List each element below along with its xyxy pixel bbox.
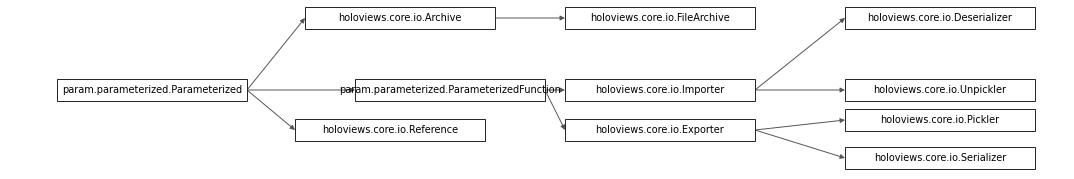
- Text: holoviews.core.io.Archive: holoviews.core.io.Archive: [338, 13, 462, 23]
- Text: holoviews.core.io.Pickler: holoviews.core.io.Pickler: [881, 115, 1000, 125]
- Text: holoviews.core.io.Serializer: holoviews.core.io.Serializer: [874, 153, 1006, 163]
- FancyBboxPatch shape: [565, 79, 755, 101]
- FancyBboxPatch shape: [355, 79, 545, 101]
- FancyBboxPatch shape: [845, 109, 1035, 131]
- Text: holoviews.core.io.Reference: holoviews.core.io.Reference: [322, 125, 459, 135]
- FancyBboxPatch shape: [57, 79, 247, 101]
- Text: param.parameterized.ParameterizedFunction: param.parameterized.ParameterizedFunctio…: [339, 85, 561, 95]
- FancyBboxPatch shape: [295, 119, 485, 141]
- FancyBboxPatch shape: [845, 147, 1035, 169]
- Text: holoviews.core.io.Exporter: holoviews.core.io.Exporter: [596, 125, 724, 135]
- FancyBboxPatch shape: [565, 7, 755, 29]
- FancyBboxPatch shape: [845, 7, 1035, 29]
- Text: holoviews.core.io.FileArchive: holoviews.core.io.FileArchive: [590, 13, 730, 23]
- Text: holoviews.core.io.Importer: holoviews.core.io.Importer: [595, 85, 725, 95]
- FancyBboxPatch shape: [565, 119, 755, 141]
- Text: holoviews.core.io.Unpickler: holoviews.core.io.Unpickler: [873, 85, 1006, 95]
- FancyBboxPatch shape: [305, 7, 495, 29]
- FancyBboxPatch shape: [845, 79, 1035, 101]
- Text: param.parameterized.Parameterized: param.parameterized.Parameterized: [62, 85, 242, 95]
- Text: holoviews.core.io.Deserializer: holoviews.core.io.Deserializer: [868, 13, 1013, 23]
